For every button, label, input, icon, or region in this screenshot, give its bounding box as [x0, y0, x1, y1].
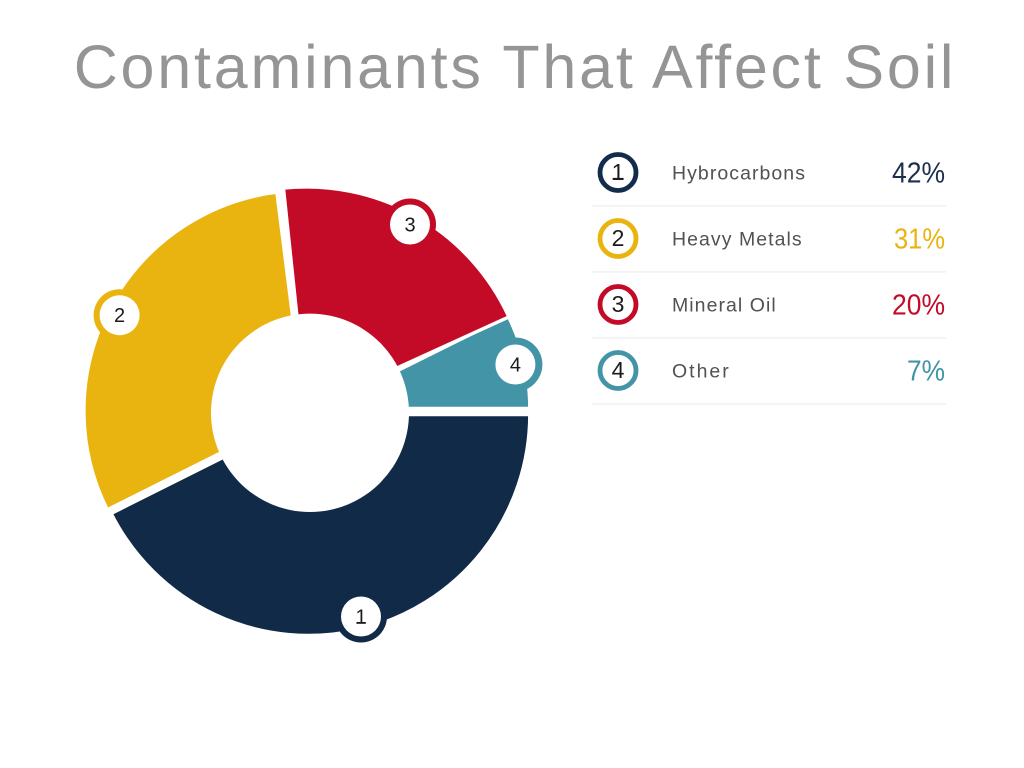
svg-text:4: 4 — [510, 355, 521, 377]
svg-text:4: 4 — [612, 357, 625, 383]
svg-text:31%: 31% — [894, 224, 945, 256]
svg-text:2: 2 — [114, 305, 125, 327]
svg-text:20%: 20% — [892, 290, 945, 322]
svg-text:7%: 7% — [907, 356, 945, 388]
svg-text:Contaminants That Affect Soil: Contaminants That Affect Soil — [74, 33, 957, 101]
svg-text:1: 1 — [612, 159, 625, 185]
svg-text:3: 3 — [612, 291, 625, 317]
svg-text:Other: Other — [672, 361, 731, 383]
svg-text:2: 2 — [612, 225, 625, 251]
svg-text:42%: 42% — [892, 158, 945, 190]
svg-text:1: 1 — [355, 607, 366, 629]
svg-text:Hybrocarbons: Hybrocarbons — [672, 163, 806, 185]
svg-text:3: 3 — [404, 215, 415, 237]
svg-text:Heavy Metals: Heavy Metals — [672, 229, 803, 251]
svg-text:Mineral Oil: Mineral Oil — [672, 295, 777, 317]
